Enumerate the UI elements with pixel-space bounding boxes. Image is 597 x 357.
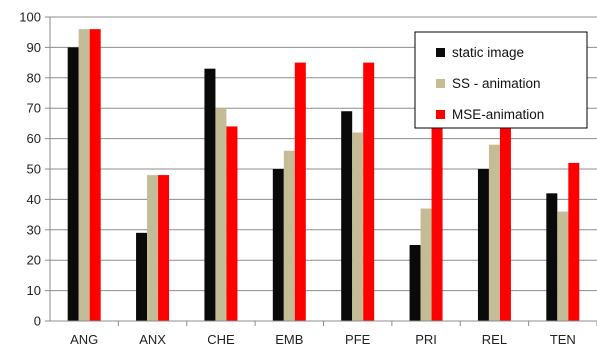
bar-pri-static-image [409, 245, 421, 321]
legend: static image SS - animation MSE-animation [414, 31, 588, 129]
x-category-label: TEN [550, 332, 576, 347]
x-category-label: ANG [70, 332, 98, 347]
x-category-label: PRI [415, 332, 437, 347]
bar-pfe-ss-animation [352, 132, 364, 321]
x-category-label: REL [482, 332, 507, 347]
bar-pri-mse-animation [431, 80, 443, 321]
bar-ten-ss-animation [557, 211, 569, 321]
x-category-label: CHE [207, 332, 235, 347]
y-axis-ticks: 0 10 20 30 40 50 60 70 80 90 100 [19, 10, 50, 329]
legend-label: MSE-animation [452, 107, 544, 122]
x-category-label: ANX [139, 332, 166, 347]
y-tick-label: 70 [27, 101, 41, 116]
bar-emb-mse-animation [294, 62, 306, 321]
bar-series [67, 29, 580, 322]
y-tick-label: 90 [27, 40, 41, 55]
bar-pfe-mse-animation [363, 62, 375, 321]
bar-che-ss-animation [215, 108, 227, 321]
legend-label: static image [452, 45, 524, 60]
x-category-label: EMB [275, 332, 303, 347]
y-tick-label: 40 [27, 192, 41, 207]
y-tick-label: 10 [27, 283, 41, 298]
y-tick-label: 100 [19, 10, 41, 25]
legend-swatch [436, 79, 445, 88]
y-tick-label: 80 [27, 70, 41, 85]
y-tick-label: 0 [34, 314, 41, 329]
bar-pfe-static-image [341, 111, 353, 322]
bar-ang-mse-animation [89, 29, 101, 321]
y-tick-label: 30 [27, 222, 41, 237]
bar-che-mse-animation [226, 126, 238, 321]
bar-pri-ss-animation [420, 208, 432, 321]
legend-items: static image SS - animation MSE-animation [436, 45, 544, 122]
bar-ten-mse-animation [568, 162, 580, 321]
legend-label: SS - animation [452, 76, 541, 91]
bar-anx-static-image [136, 232, 148, 321]
bar-rel-mse-animation [499, 80, 511, 321]
y-tick-label: 60 [27, 131, 41, 146]
bar-anx-ss-animation [147, 175, 159, 321]
bar-che-static-image [204, 68, 216, 322]
bar-ang-ss-animation [78, 29, 90, 321]
y-tick-label: 50 [27, 162, 41, 177]
bar-rel-static-image [477, 169, 489, 321]
bar-anx-mse-animation [158, 175, 170, 321]
y-tick-label: 20 [27, 253, 41, 268]
bar-emb-static-image [272, 169, 284, 321]
bar-rel-ss-animation [488, 144, 500, 321]
bar-ten-static-image [546, 193, 558, 321]
x-category-label: PFE [345, 332, 371, 347]
bar-ang-static-image [67, 47, 79, 322]
x-axis-labels: ANG ANX CHE EMB PFE PRI REL TEN [70, 321, 597, 347]
legend-swatch [436, 48, 445, 57]
legend-swatch [436, 110, 445, 119]
bar-emb-ss-animation [283, 150, 295, 321]
